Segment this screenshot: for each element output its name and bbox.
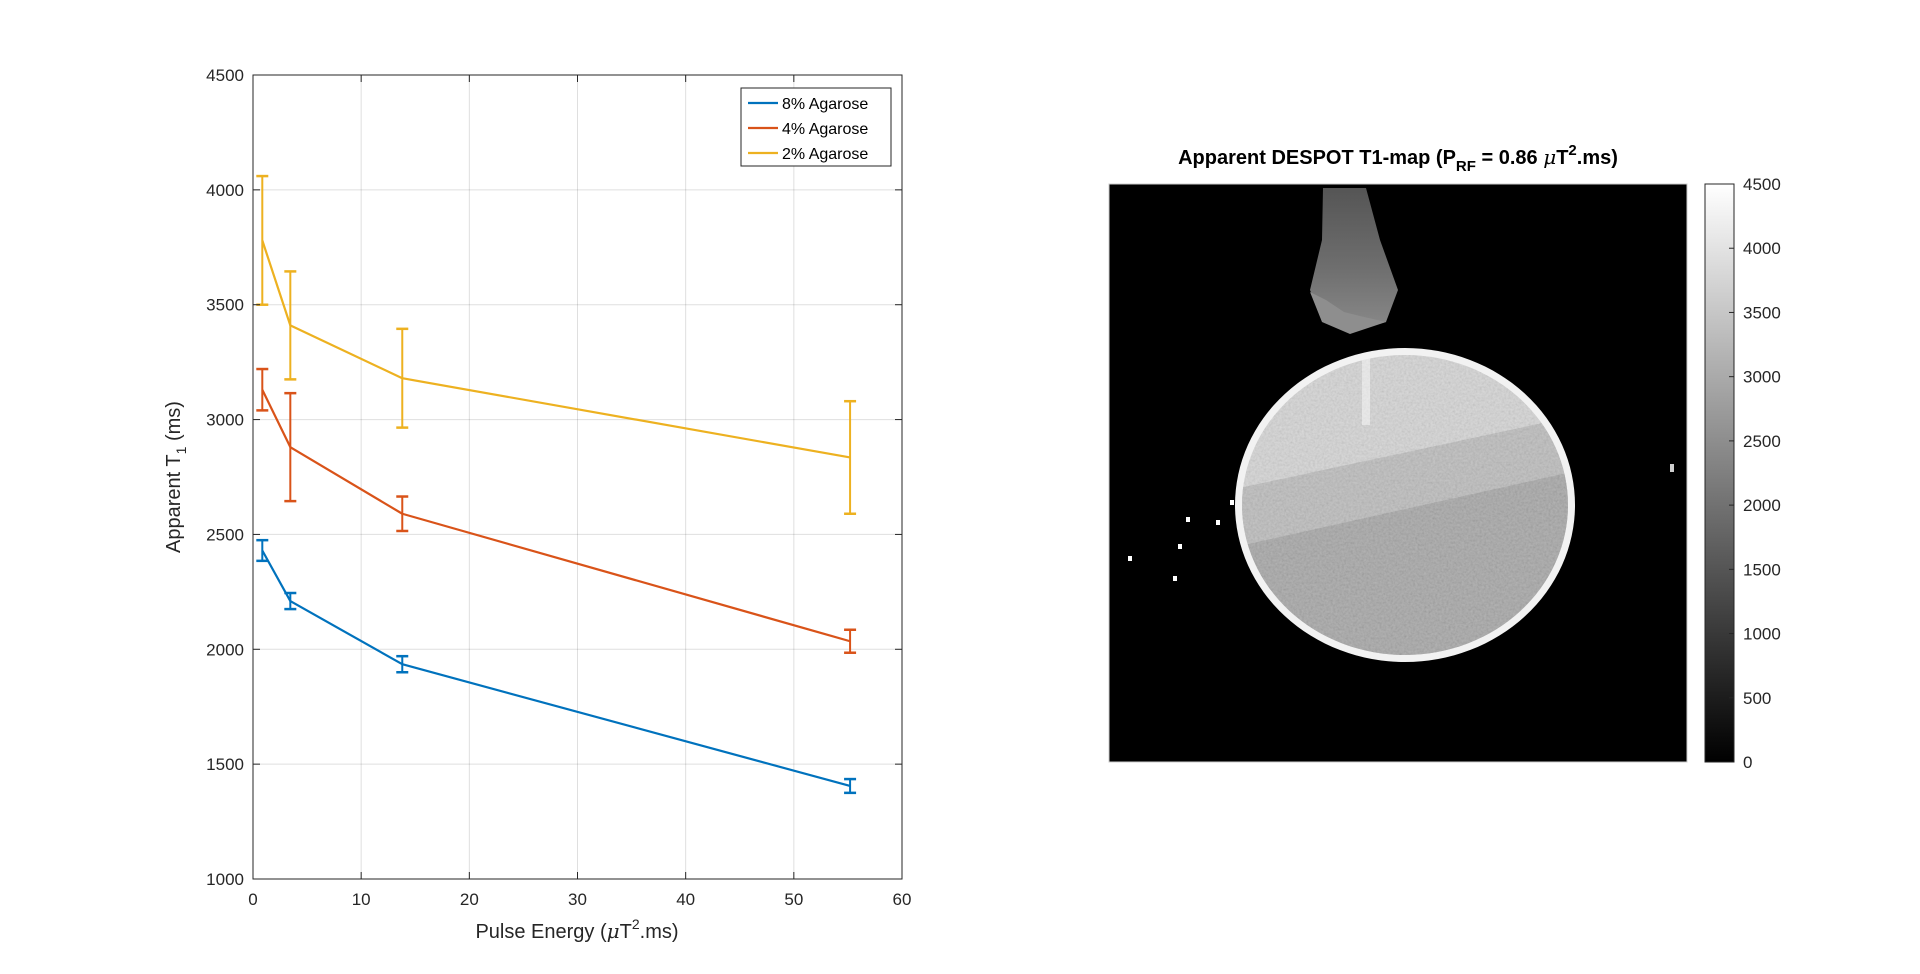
x-tick-label: 40 [676,890,695,909]
y-tick-label: 1500 [206,755,244,774]
y-tick-label: 2500 [206,525,244,544]
series-line [261,549,851,788]
colorbar-ticks: 0 500 1000 1500 2000 2500 3000 3500 4000 4500 [1729,175,1781,772]
y-tick-label: 4000 [206,181,244,200]
y-tick-label: 4500 [206,66,244,85]
series-line [261,240,851,459]
colorbar-tick-label: 4000 [1743,239,1781,258]
colorbar-tick-label: 3000 [1743,368,1781,387]
t1-line-chart: 0 10 20 30 40 50 60 1000 1500 2000 2500 3000 3500 40… [163,66,911,943]
x-tick-label: 60 [893,890,912,909]
x-tick-label: 20 [460,890,479,909]
colorbar-tick-label: 2500 [1743,432,1781,451]
phantom-disc [1235,348,1575,662]
colorbar-gradient [1704,183,1735,763]
colorbar-tick-label: 1500 [1743,560,1781,579]
series-0 [256,538,857,795]
series-line [261,389,851,643]
legend-label-8pct: 8% Agarose [782,96,868,113]
disc-speckle [1242,355,1568,655]
legend-label-2pct: 2% Agarose [782,146,868,163]
map-title: Apparent DESPOT T1-map (PRF = 0.86 μT2.m… [1178,142,1618,175]
colorbar: 0 500 1000 1500 2000 2500 3000 3500 4000 4500 [1704,175,1781,772]
map-frame [1108,183,1688,763]
x-tick-label: 0 [248,890,257,909]
x-tick-label: 10 [352,890,371,909]
x-axis-label: Pulse Energy (μT2.ms) [475,916,678,943]
colorbar-tick-label: 0 [1743,753,1752,772]
x-tick-label: 50 [784,890,803,909]
legend: 8% Agarose 4% Agarose 2% Agarose [740,87,892,167]
colorbar-tick-label: 3500 [1743,303,1781,322]
legend-label-4pct: 4% Agarose [782,121,868,138]
y-tick-label: 3500 [206,296,244,315]
series-1 [256,367,857,654]
x-tick-label: 30 [568,890,587,909]
center-bright-streak [1362,355,1370,425]
y-tick-labels: 1000 1500 2000 2500 3000 3500 4000 4500 [206,66,244,889]
x-tick-labels: 0 10 20 30 40 50 60 [248,890,911,909]
tube-neck [1310,188,1398,332]
y-tick-label: 2000 [206,640,244,659]
y-axis-label: Apparent T1 (ms) [163,401,189,553]
axis-ticks [252,74,903,880]
noise-pixels [1128,464,1674,581]
colorbar-tick-label: 2000 [1743,496,1781,515]
t1-map: Apparent DESPOT T1-map (PRF = 0.86 μT2.m… [1108,142,1781,772]
colorbar-tick-label: 4500 [1743,175,1781,194]
series-layer [256,174,857,795]
tube-neck-shoulder [1310,292,1386,334]
plot-area [253,75,902,879]
y-tick-label: 1000 [206,870,244,889]
series-2 [256,174,857,516]
colorbar-tick-label: 1000 [1743,625,1781,644]
colorbar-tick-label: 500 [1743,689,1771,708]
y-tick-label: 3000 [206,411,244,430]
